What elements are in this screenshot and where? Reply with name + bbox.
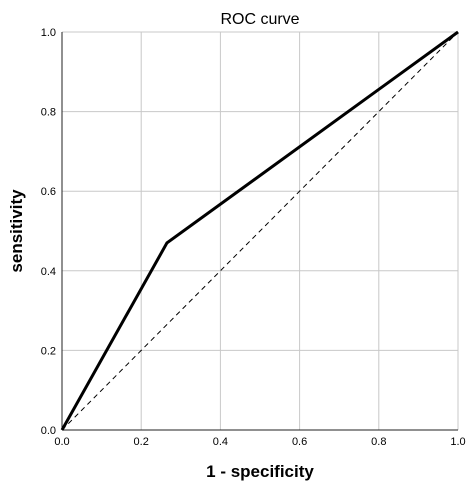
grid-layer [61,31,459,431]
y-tick-label: 0.6 [41,186,56,198]
y-tick-label: 0.2 [41,345,56,357]
axis-layer [61,32,458,431]
reference-diagonal-line [61,31,459,431]
x-tick-label: 0.0 [54,436,69,448]
y-axis-label: sensitivity [7,189,26,273]
x-tick-label: 0.8 [371,436,386,448]
x-tick-label: 0.6 [292,436,307,448]
x-tick-label: 0.2 [134,436,149,448]
series-layer [60,30,459,431]
x-tick-label: 0.4 [213,436,228,448]
y-tick-label: 0.0 [41,425,56,437]
x-tick-label: 1.0 [450,436,465,448]
x-axis-label: 1 - specificity [206,462,314,481]
chart-title: ROC curve [220,11,299,28]
y-tick-labels: 0.0 0.2 0.4 0.6 0.8 1.0 [41,27,56,437]
y-tick-label: 1.0 [41,27,56,39]
y-tick-label: 0.8 [41,107,56,119]
roc-curve-line [60,30,459,431]
x-tick-labels: 0.0 0.2 0.4 0.6 0.8 1.0 [54,436,465,448]
y-tick-label: 0.4 [41,266,56,278]
